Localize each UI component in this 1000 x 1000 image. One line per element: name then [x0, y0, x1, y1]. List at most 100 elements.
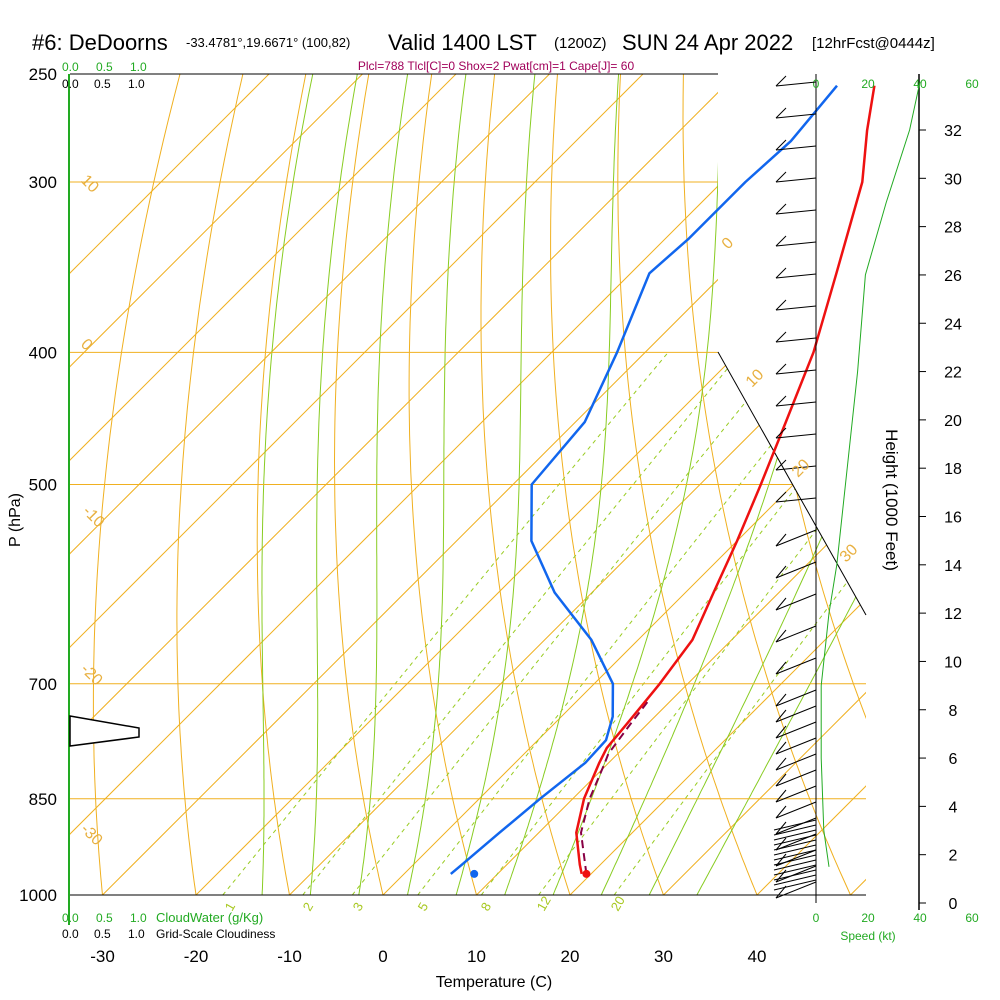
wind-barb: [775, 705, 817, 723]
surface-dewpoint-point: [470, 869, 479, 878]
isotherm-label: 10: [743, 366, 768, 391]
isotherm-line: [70, 74, 294, 895]
wind-barb-flag: [775, 171, 787, 183]
mixing-ratio-label: 8: [478, 900, 495, 914]
wind-barb: [773, 864, 817, 876]
height-tick-label: 8: [949, 703, 958, 720]
temperature-tick-label: 40: [748, 947, 767, 966]
height-tick-label: 0: [949, 896, 958, 913]
moist-adiabat-line: [260, 74, 319, 895]
height-tick-label: 6: [949, 751, 958, 768]
top-cloud-legend-2: 1.0: [130, 60, 147, 74]
dry-adiabat-line: [550, 74, 675, 895]
pressure-tick-label: 250: [29, 65, 57, 84]
top-cloud-legend-1: 0.5: [96, 60, 113, 74]
wind-barb: [775, 593, 817, 611]
dry-adiabat-label: -30: [77, 821, 105, 849]
dry-adiabat-label: -10: [79, 503, 107, 531]
mixing-ratio-label: 12: [534, 893, 554, 913]
mixing-ratio-label: 3: [350, 900, 367, 914]
wind-barb-flag: [775, 203, 787, 215]
moist-adiabat-line: [680, 74, 866, 895]
isotherm-line: [260, 74, 866, 895]
pressure-tick-label: 700: [29, 675, 57, 694]
dry-adiabat-label: -20: [77, 661, 105, 689]
height-tick-label: 32: [944, 123, 962, 140]
frame-diagonal: [717, 351, 867, 616]
parcel-profile: [580, 699, 650, 875]
wind-barb: [775, 497, 817, 503]
isotherm-label: 30: [837, 541, 862, 566]
dry-adiabat-line: [333, 74, 391, 895]
mixing-ratio-label: 20: [608, 893, 628, 913]
bottom-cloud-legend-0: 0.0: [62, 911, 79, 925]
wind-barb: [773, 839, 817, 851]
profile-lines: [450, 84, 876, 878]
dry-adiabat-line: [933, 50, 1000, 924]
wind-barb: [775, 865, 817, 883]
wind-barb-flag: [775, 299, 787, 311]
pressure-tick-label: 1000: [19, 886, 57, 905]
wind-barb: [773, 874, 817, 886]
height-tick-label: 30: [944, 171, 962, 188]
zulu-time: (1200Z): [554, 35, 607, 52]
mixing-ratio-label: 5: [415, 900, 432, 914]
wind-barb: [775, 561, 817, 579]
wind-barb: [773, 854, 817, 866]
height-tick-label: 2: [949, 848, 958, 865]
wind-barb: [775, 305, 817, 311]
height-tick-label: 24: [944, 316, 962, 333]
speed-tick-label-top: 60: [965, 77, 979, 91]
wind-barb-flag: [775, 459, 787, 471]
mixing-ratio-line: [351, 351, 786, 895]
wind-barb-flag: [775, 805, 787, 819]
wind-barb-flag: [775, 491, 787, 503]
wind-barb: [775, 241, 817, 247]
bottom-cloud-legend-1: 0.5: [96, 911, 113, 925]
mixing-ratio-line: [613, 351, 866, 895]
surface-temp-point: [582, 869, 591, 878]
temperature-tick-label: 30: [654, 947, 673, 966]
wind-barb: [773, 824, 817, 836]
isotherm-label: 20: [789, 456, 814, 481]
isotherm-line: [70, 74, 668, 895]
wind-barb-flag: [775, 235, 787, 247]
dry-adiabat-line: [617, 74, 770, 895]
station-title: #6: DeDoorns: [32, 30, 168, 55]
moist-adiabat-line: [540, 74, 723, 895]
x-axis-title: Temperature (C): [436, 974, 552, 991]
temperature-tick-label: -10: [277, 947, 302, 966]
wind-barb-flag: [775, 741, 787, 755]
dry-adiabat-label: 0: [77, 336, 95, 354]
wind-barb: [775, 769, 817, 787]
wind-speed-line: [820, 81, 921, 867]
mixing-ratio-line: [222, 351, 669, 895]
isotherm-line: [634, 74, 866, 895]
wind-barb: [775, 465, 817, 471]
isotherm-line: [353, 74, 866, 895]
speed-tick-label-bottom: 20: [861, 911, 875, 925]
isotherm-label: 0: [719, 234, 737, 252]
wind-barb-flag: [775, 629, 787, 643]
wind-barb-flag: [775, 597, 787, 611]
height-tick-label: 14: [944, 558, 962, 575]
wind-barb-flag: [775, 75, 787, 87]
dry-adiabat-line: [682, 74, 865, 895]
pressure-tick-label: 850: [29, 790, 57, 809]
wind-barb-flag: [775, 837, 787, 851]
bottom-cloudiness-legend-2: 1.0: [128, 927, 145, 941]
wind-barb: [775, 209, 817, 215]
height-tick-label: 4: [949, 799, 958, 816]
dry-adiabat-line: [176, 74, 250, 895]
wind-barb-flag: [775, 709, 787, 723]
wind-barb: [775, 721, 817, 739]
height-tick-label: 22: [944, 365, 962, 382]
forecast-info: [12hrFcst@0444z]: [812, 35, 935, 52]
speed-tick-label-top: 20: [861, 77, 875, 91]
speed-tick-label-bottom: 60: [965, 911, 979, 925]
wind-barb-flag: [775, 107, 787, 119]
top-cloudiness-legend-0: 0.0: [62, 77, 79, 91]
background-lines: [68, 50, 1000, 925]
